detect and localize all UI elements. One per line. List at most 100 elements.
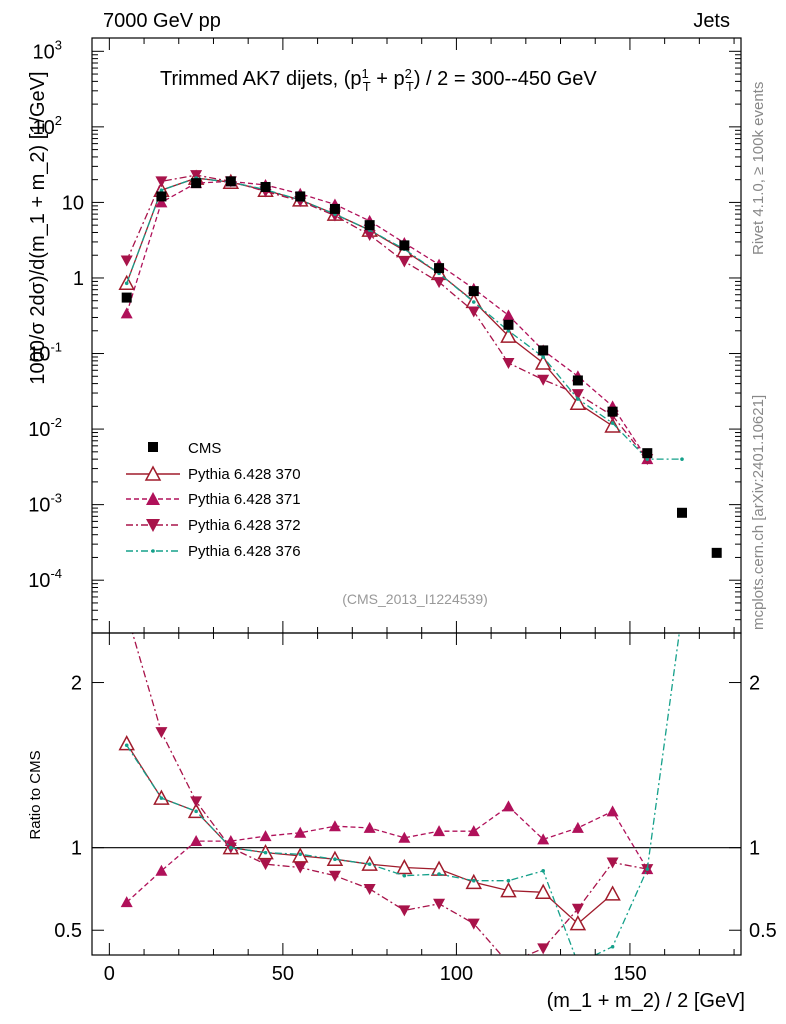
y-axis-label-main: 1000/σ 2dσ)/d(m_1 + m_2) [1/GeV] (27, 71, 49, 384)
point-p371-45 (259, 830, 272, 842)
series-0-cms (121, 176, 722, 558)
series-3-p372 (120, 170, 654, 466)
point-p376-115 (506, 328, 511, 333)
point-cms-105 (468, 286, 479, 297)
point-p372-125 (537, 374, 550, 386)
point-p376-125 (541, 868, 545, 873)
point-cms-115 (503, 319, 514, 330)
series-0-p370 (118, 735, 621, 931)
legend-marker-371 (146, 492, 160, 505)
point-p372-15 (155, 176, 168, 188)
ratio-ytick-label-right-1: 1 (749, 838, 760, 860)
point-p371-55 (294, 826, 307, 838)
point-p376-15 (159, 188, 164, 193)
point-cms-65 (329, 203, 340, 214)
point-p372-15 (155, 727, 168, 739)
point-p370-135 (569, 915, 587, 931)
point-cms-55 (295, 191, 306, 202)
point-p372-75 (363, 230, 376, 242)
series-line-p371 (126, 805, 648, 903)
main-ytick-label-0: 10-4 (28, 566, 62, 592)
series-line-p372 (126, 174, 648, 460)
legend-label-372: Pythia 6.428 372 (188, 517, 301, 534)
point-p371-145 (606, 805, 619, 817)
point-p372-45 (259, 859, 272, 871)
ratio-ytick-label-right-2: 2 (749, 673, 760, 695)
point-p371-125 (537, 833, 550, 845)
point-p371-15 (155, 864, 168, 876)
point-p371-85 (398, 831, 411, 843)
point-cms-95 (434, 263, 445, 274)
legend-label-370: Pythia 6.428 370 (188, 466, 301, 483)
chart-title: Trimmed AK7 dijets, (p1 T + p2 T) / 2 = 30… (160, 66, 597, 94)
series-2-p371 (120, 175, 654, 465)
ratio-frame (91, 632, 742, 956)
point-p376-105 (471, 878, 476, 883)
legend-item-371: Pythia 6.428 371 (126, 491, 301, 508)
point-p371-95 (433, 825, 446, 837)
point-p372-135 (571, 903, 584, 915)
legend-marker-370 (144, 465, 162, 481)
series-line-p376 (126, 177, 682, 460)
point-p376-45 (263, 850, 268, 855)
point-cms-35 (225, 176, 236, 187)
point-p376-55 (298, 852, 303, 857)
point-p372-85 (398, 256, 411, 268)
point-p376-105 (471, 300, 476, 304)
y-axis-label-ratio: Ratio to CMS (27, 750, 44, 839)
main-ytick-label-7: 103 (33, 37, 62, 63)
point-cms-135 (572, 375, 583, 386)
point-p371-115 (502, 800, 515, 812)
point-p372-105 (467, 918, 480, 930)
point-p372-65 (328, 870, 341, 882)
legend-marker-cms (148, 442, 158, 452)
point-p376-75 (367, 862, 372, 866)
legend-label-376: Pythia 6.428 376 (188, 543, 301, 560)
point-cms-5 (121, 292, 132, 303)
point-p372-145 (606, 857, 619, 869)
point-p376-35 (229, 845, 233, 850)
point-p371-135 (571, 821, 584, 833)
point-p370-145 (604, 417, 621, 433)
point-cms-75 (364, 220, 375, 231)
series-3-p376 (124, 633, 680, 965)
point-p371-15 (155, 196, 168, 208)
point-p376-135 (576, 961, 580, 965)
point-p371-65 (328, 820, 341, 832)
point-p372-55 (294, 862, 307, 874)
legend-item-370: Pythia 6.428 370 (126, 465, 301, 483)
point-p370-85 (396, 858, 413, 875)
legend-label-cms: CMS (188, 440, 221, 457)
point-p376-115 (506, 878, 511, 883)
main-ytick-label-1: 10-3 (28, 491, 62, 517)
legend-label-371: Pythia 6.428 371 (188, 491, 301, 508)
legend-item-cms: CMS (148, 440, 221, 457)
xtick-label-0: 0 (104, 963, 115, 985)
point-cms-45 (260, 181, 271, 192)
xtick-label-1: 50 (272, 963, 294, 985)
point-p376-5 (124, 281, 129, 286)
point-cms-15 (156, 191, 167, 202)
point-p376-85 (402, 873, 407, 878)
main-panel-data (118, 169, 722, 558)
point-p376-5 (124, 743, 129, 748)
point-p370-115 (500, 882, 517, 898)
point-p372-25 (190, 170, 203, 182)
point-p371-5 (120, 896, 133, 908)
point-p371-25 (190, 835, 203, 847)
point-p370-125 (534, 354, 552, 370)
point-p376-125 (541, 355, 545, 359)
legend-item-376: Pythia 6.428 376 (126, 543, 301, 560)
point-p371-105 (467, 825, 480, 837)
point-p376-155 (645, 457, 650, 461)
point-p370-135 (569, 394, 587, 410)
point-p376-15 (159, 796, 164, 800)
point-cms-25 (191, 178, 202, 189)
point-p372-135 (571, 389, 584, 401)
ratio-panel-data (92, 633, 741, 965)
point-p376-145 (610, 944, 615, 949)
series-2-p372 (131, 633, 654, 955)
main-ytick-label-5: 10 (62, 192, 84, 214)
point-p370-125 (534, 883, 552, 900)
point-p370-5 (118, 735, 135, 751)
